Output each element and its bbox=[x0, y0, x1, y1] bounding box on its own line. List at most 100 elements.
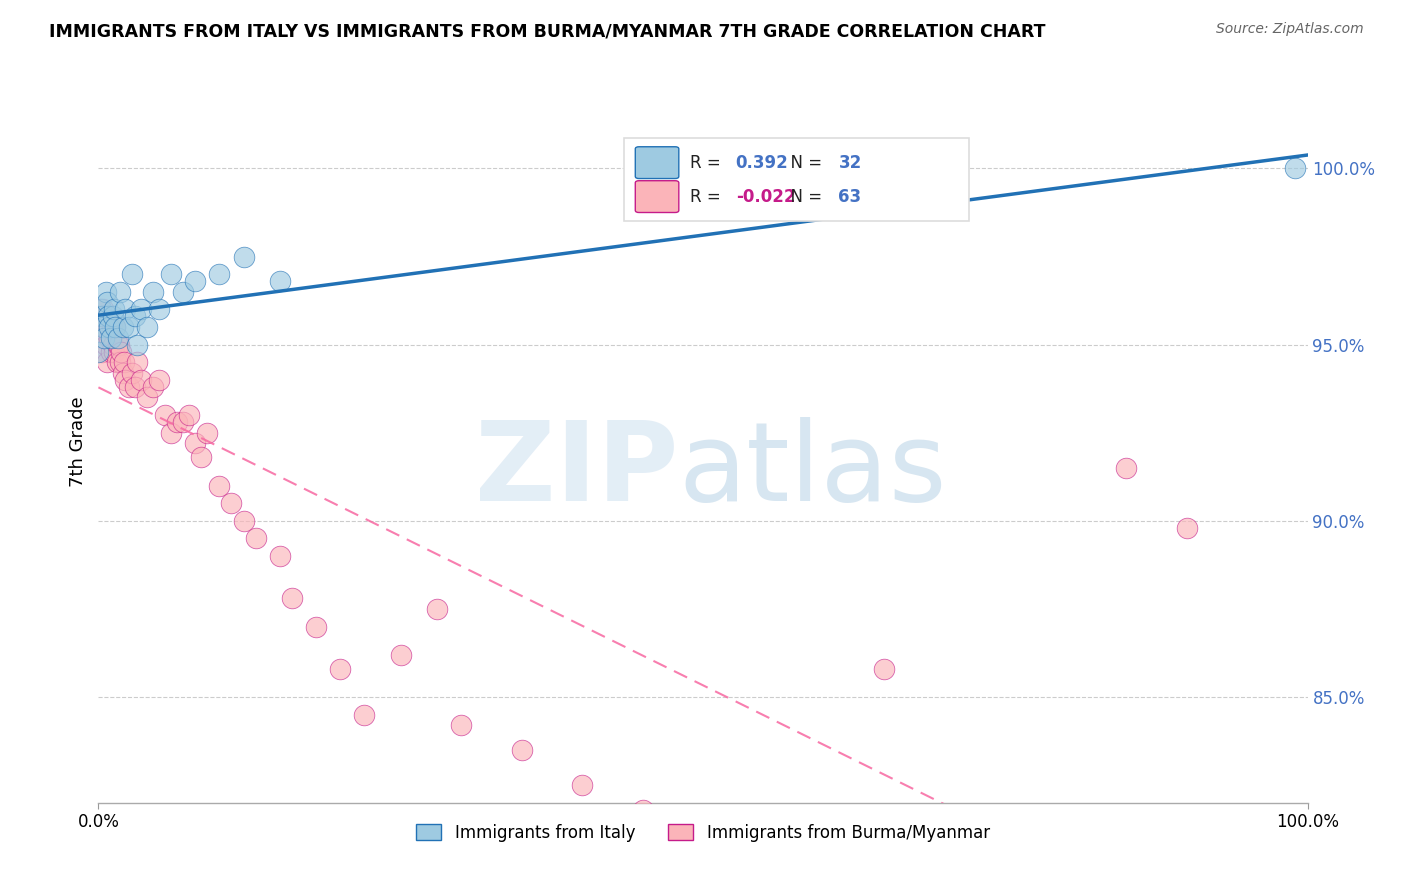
Text: Source: ZipAtlas.com: Source: ZipAtlas.com bbox=[1216, 22, 1364, 37]
Point bbox=[94, 285, 117, 299]
Point bbox=[96, 355, 118, 369]
Point bbox=[329, 662, 352, 676]
Point bbox=[105, 355, 128, 369]
Point bbox=[142, 285, 165, 299]
Point bbox=[208, 478, 231, 492]
Point bbox=[873, 662, 896, 676]
Point bbox=[108, 285, 131, 299]
Point bbox=[172, 415, 194, 429]
Point bbox=[100, 330, 122, 344]
Point bbox=[107, 330, 129, 344]
FancyBboxPatch shape bbox=[636, 181, 679, 212]
Point bbox=[107, 337, 129, 351]
Point bbox=[114, 373, 136, 387]
Point bbox=[450, 718, 472, 732]
Point bbox=[269, 274, 291, 288]
Point bbox=[631, 803, 654, 817]
Point bbox=[142, 380, 165, 394]
Point bbox=[129, 373, 152, 387]
Point bbox=[104, 320, 127, 334]
Point bbox=[190, 450, 212, 465]
Point bbox=[97, 310, 120, 324]
Point bbox=[179, 408, 201, 422]
Text: -0.022: -0.022 bbox=[735, 187, 796, 205]
Point bbox=[111, 320, 134, 334]
Point bbox=[1284, 161, 1306, 176]
Text: 32: 32 bbox=[838, 153, 862, 171]
Point bbox=[389, 648, 412, 662]
Point bbox=[245, 532, 267, 546]
Point bbox=[1175, 521, 1198, 535]
Point bbox=[93, 320, 115, 334]
Point bbox=[98, 330, 121, 344]
Point bbox=[89, 302, 111, 317]
Point bbox=[90, 330, 112, 344]
Point bbox=[98, 320, 121, 334]
Point bbox=[91, 320, 114, 334]
Point bbox=[281, 591, 304, 606]
Point bbox=[752, 838, 775, 852]
Point bbox=[118, 380, 141, 394]
FancyBboxPatch shape bbox=[636, 147, 679, 178]
Point bbox=[101, 310, 124, 324]
Point bbox=[426, 602, 449, 616]
Point bbox=[101, 337, 124, 351]
Text: N =: N = bbox=[780, 187, 828, 205]
Point bbox=[353, 707, 375, 722]
Point bbox=[184, 436, 207, 450]
Text: 0.392: 0.392 bbox=[735, 153, 789, 171]
Point bbox=[121, 267, 143, 281]
Point bbox=[232, 514, 254, 528]
Text: R =: R = bbox=[690, 153, 725, 171]
Point bbox=[121, 366, 143, 380]
Point bbox=[934, 873, 956, 888]
Point bbox=[108, 355, 131, 369]
Point bbox=[118, 320, 141, 334]
Point bbox=[114, 302, 136, 317]
Point bbox=[91, 302, 114, 317]
Point bbox=[571, 778, 593, 792]
Point bbox=[692, 824, 714, 838]
Point bbox=[87, 310, 110, 324]
Point bbox=[127, 337, 149, 351]
Point bbox=[110, 344, 132, 359]
Point bbox=[103, 302, 125, 317]
Point bbox=[305, 619, 328, 633]
Point bbox=[160, 425, 183, 440]
Point bbox=[103, 344, 125, 359]
Text: atlas: atlas bbox=[679, 417, 948, 524]
Point bbox=[160, 267, 183, 281]
Point bbox=[104, 320, 127, 334]
Point bbox=[100, 320, 122, 334]
Text: N =: N = bbox=[780, 153, 828, 171]
Point bbox=[129, 302, 152, 317]
Point bbox=[813, 859, 835, 873]
Point bbox=[1115, 461, 1137, 475]
Point bbox=[184, 274, 207, 288]
Point bbox=[166, 415, 188, 429]
Point bbox=[135, 320, 157, 334]
Point bbox=[221, 496, 243, 510]
Legend: Immigrants from Italy, Immigrants from Burma/Myanmar: Immigrants from Italy, Immigrants from B… bbox=[409, 817, 997, 848]
Point bbox=[108, 337, 131, 351]
Point bbox=[148, 302, 170, 317]
Point bbox=[111, 366, 134, 380]
FancyBboxPatch shape bbox=[624, 138, 969, 221]
Point bbox=[127, 355, 149, 369]
Point bbox=[172, 285, 194, 299]
Point bbox=[124, 310, 146, 324]
Point bbox=[510, 743, 533, 757]
Point bbox=[135, 391, 157, 405]
Point bbox=[195, 425, 218, 440]
Point bbox=[269, 549, 291, 563]
Point bbox=[232, 250, 254, 264]
Point bbox=[91, 344, 114, 359]
Point bbox=[90, 302, 112, 317]
Y-axis label: 7th Grade: 7th Grade bbox=[69, 396, 87, 487]
Point bbox=[96, 295, 118, 310]
Point bbox=[153, 408, 176, 422]
Text: ZIP: ZIP bbox=[475, 417, 679, 524]
Text: R =: R = bbox=[690, 187, 725, 205]
Point bbox=[93, 330, 115, 344]
Point bbox=[124, 380, 146, 394]
